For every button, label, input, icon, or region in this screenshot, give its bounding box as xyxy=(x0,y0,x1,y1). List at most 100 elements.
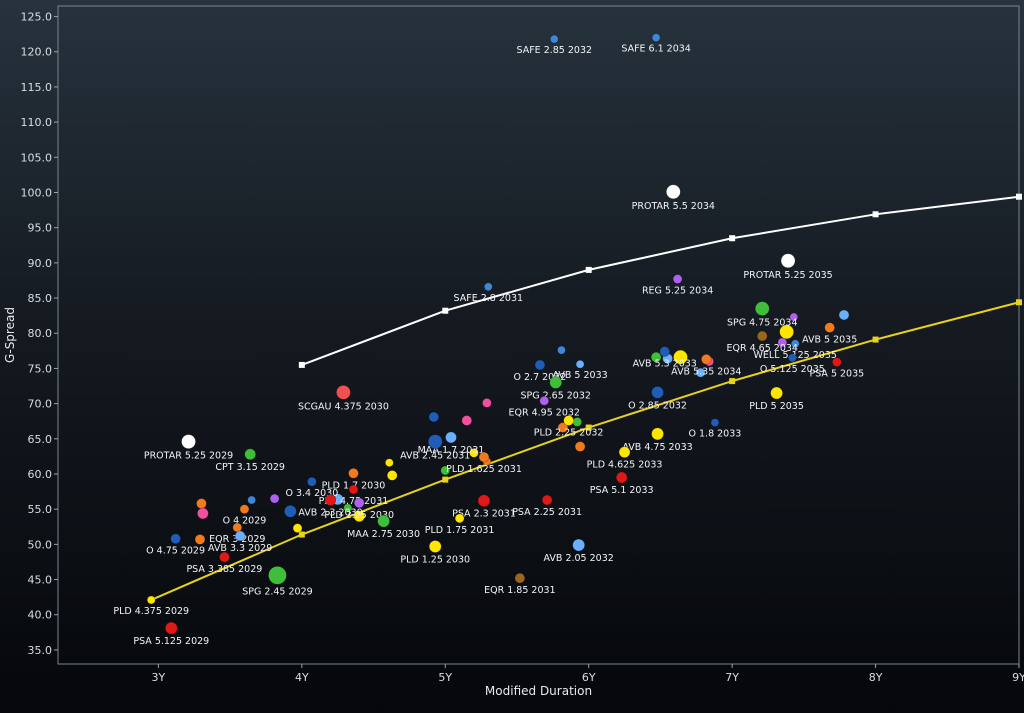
bond-label: MAA 2.75 2030 xyxy=(347,529,420,540)
bond-point xyxy=(146,595,156,605)
x-tick-label: 6Y xyxy=(582,671,596,684)
bond-point xyxy=(695,367,706,378)
y-tick-label: 95.0 xyxy=(28,222,53,235)
bond-label: AVB 3.3 2029 xyxy=(208,543,272,554)
bond-label: SCGAU 4.375 2030 xyxy=(298,401,389,412)
bond-point xyxy=(574,441,586,452)
bond-label: EQR 1.85 2031 xyxy=(484,585,555,596)
y-axis-title: G-Spread xyxy=(3,307,17,363)
bond-point xyxy=(824,322,835,333)
bond-label: PROTAR 5.5 2034 xyxy=(632,201,715,212)
bond-label: AVB 5.3 2033 xyxy=(633,359,697,370)
bond-point xyxy=(710,418,720,427)
bond-point xyxy=(673,349,688,365)
y-tick-label: 110.0 xyxy=(21,116,53,129)
y-tick-label: 70.0 xyxy=(28,398,53,411)
x-axis-title: Modified Duration xyxy=(485,684,592,698)
bond-point xyxy=(284,504,297,518)
bond-point xyxy=(247,495,256,505)
bond-point xyxy=(427,434,443,449)
bond-point xyxy=(244,448,256,461)
curve-node xyxy=(298,361,305,368)
curve-node xyxy=(298,531,305,538)
y-tick-label: 50.0 xyxy=(28,538,53,551)
bond-point xyxy=(534,359,546,371)
bond-label: SPG 2.65 2032 xyxy=(520,391,591,402)
y-tick-label: 100.0 xyxy=(21,186,53,199)
bond-point xyxy=(572,538,585,552)
bond-point xyxy=(666,184,681,200)
bond-point xyxy=(477,494,491,508)
bond-point xyxy=(440,465,451,476)
y-tick-label: 120.0 xyxy=(21,46,53,59)
bond-label: O 3.4 2030 xyxy=(285,488,338,499)
bond-label: O 4 2029 xyxy=(223,516,267,527)
bond-label: PSA 5.125 2029 xyxy=(133,636,209,647)
y-tick-label: 45.0 xyxy=(28,574,53,587)
bond-point xyxy=(779,324,794,340)
y-tick-label: 65.0 xyxy=(28,433,53,446)
bond-point xyxy=(557,422,569,433)
y-tick-label: 55.0 xyxy=(28,503,53,516)
bond-point xyxy=(557,345,566,355)
bond-point xyxy=(777,337,788,348)
bond-point xyxy=(672,274,683,284)
bond-point xyxy=(780,253,796,269)
bond-label: EQR 4.65 2034 xyxy=(727,343,798,354)
bond-point xyxy=(539,395,550,406)
x-tick-label: 9Y xyxy=(1012,671,1024,684)
y-tick-label: 90.0 xyxy=(28,257,53,270)
bond-point xyxy=(572,417,583,427)
bond-point xyxy=(348,484,359,495)
bond-label: AVB 4.75 2033 xyxy=(622,442,692,453)
bond-point xyxy=(268,566,287,585)
bond-point xyxy=(348,467,359,479)
bond-point xyxy=(838,309,850,321)
bond-label: PLD 1.75 2031 xyxy=(425,525,495,536)
bond-label: SPG 4.75 2034 xyxy=(727,318,798,329)
bond-point xyxy=(469,448,479,458)
bond-point xyxy=(788,353,797,363)
bond-label: CPT 3.15 2029 xyxy=(215,462,285,473)
bond-point xyxy=(269,493,280,504)
bond-point xyxy=(651,33,661,42)
bond-label: O 4.75 2029 xyxy=(146,546,205,557)
bond-label: PLD 1.25 2030 xyxy=(400,554,470,565)
bond-point xyxy=(239,504,250,514)
bond-point xyxy=(575,359,585,369)
bond-point xyxy=(461,415,473,426)
curve-node xyxy=(442,476,449,483)
bond-point xyxy=(832,357,842,367)
bond-point xyxy=(292,523,303,533)
bond-point xyxy=(170,533,181,545)
bond-label: SAFE 2.8 2031 xyxy=(454,293,524,304)
bond-label: SPG 2.45 2029 xyxy=(242,586,313,597)
bond-label: SAFE 6.1 2034 xyxy=(621,44,691,55)
bond-label: O 1.8 2033 xyxy=(689,429,742,440)
bond-label: EQR 4.95 2032 xyxy=(509,407,580,418)
bond-point xyxy=(651,386,664,399)
curve-node xyxy=(872,211,879,218)
bond-point xyxy=(194,534,206,545)
bond-label: O 2.7 2032 xyxy=(514,372,567,383)
bond-point xyxy=(181,434,196,449)
curve-node xyxy=(585,424,592,431)
curve-node xyxy=(1016,193,1022,200)
curve-node xyxy=(585,266,592,273)
bond-point xyxy=(232,522,243,533)
bond-point xyxy=(478,451,490,463)
bond-label: PLD 1.625 2031 xyxy=(446,464,522,475)
bond-label: AVB 2.45 2031 xyxy=(400,451,470,462)
bond-point xyxy=(651,427,664,441)
bond-label: PLD 2.25 2030 xyxy=(324,510,394,521)
bond-label: MAA 1.7 2031 xyxy=(418,445,485,456)
bond-point xyxy=(377,514,390,528)
bond-point xyxy=(234,530,246,542)
bond-label: PLD 4.75 2031 xyxy=(319,496,389,507)
y-tick-label: 115.0 xyxy=(21,81,53,94)
bond-point xyxy=(386,470,398,481)
bond-point xyxy=(615,471,628,484)
bond-point xyxy=(336,385,351,400)
curve-node xyxy=(872,336,879,343)
